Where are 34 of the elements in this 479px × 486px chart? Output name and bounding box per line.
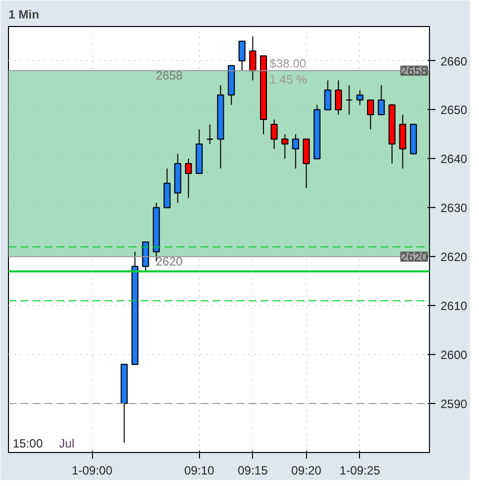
x-tick-label: 09:20 (291, 464, 322, 478)
candlestick (334, 80, 342, 116)
candlestick (378, 84, 385, 116)
x-tick-label: 1-09:25 (340, 464, 381, 478)
candlestick (292, 134, 300, 169)
y-tick-label: 2610 (440, 299, 468, 314)
candlestick (356, 90, 364, 106)
x-tick-label: 09:10 (184, 464, 215, 478)
x-tick-label: 1-09:00 (72, 464, 113, 478)
candlestick (206, 124, 214, 145)
chart-title: 1 Min (8, 8, 40, 22)
annotation: 2658 (156, 68, 183, 83)
candlestick (185, 158, 192, 198)
candlestick (367, 99, 374, 130)
candlestick (270, 119, 278, 150)
candlestick (324, 80, 332, 110)
y-tick-label: 2650 (440, 103, 468, 118)
y-tick-label: 2630 (440, 201, 468, 216)
candlestick (249, 36, 256, 81)
y-tick-label: 2640 (440, 152, 468, 166)
x-tick-label: 09:15 (238, 464, 268, 478)
ref-line-label: 2620 (400, 250, 428, 264)
annotation: Jul (59, 436, 74, 450)
annotation: $38.00 (270, 56, 307, 71)
annotation: 2620 (156, 254, 183, 269)
candlestick (281, 134, 288, 160)
annotation: 15:00 (12, 436, 44, 450)
annotation: 1.45 % (270, 72, 308, 87)
y-tick-label: 2590 (440, 397, 468, 412)
y-tick-label: 2620 (440, 250, 468, 264)
y-tick-label: 2600 (440, 348, 468, 362)
y-tick-label: 2660 (440, 54, 468, 68)
candlestick (238, 40, 246, 72)
ref-line-label: 2658 (400, 64, 428, 78)
